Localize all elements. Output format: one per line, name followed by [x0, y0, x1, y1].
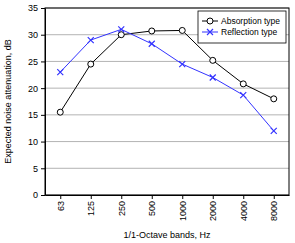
- series-marker: [179, 27, 185, 33]
- y-axis-line: [45, 9, 46, 196]
- x-tick: 125: [86, 195, 96, 216]
- y-axis: 0 5 10 15 20 25 30 35: [28, 3, 46, 200]
- x-tick-label: 1000: [178, 201, 188, 221]
- x-axis-line: [46, 195, 290, 196]
- legend-label: Reflection type: [221, 27, 277, 37]
- series-marker: [240, 92, 246, 98]
- y-tick-mark: [41, 168, 45, 169]
- y-tick: 25: [28, 57, 45, 67]
- x-tick-label: 2000: [208, 201, 218, 221]
- x-axis-title: 1/1-Octave bands, Hz: [123, 230, 211, 240]
- y-tick-label: 35: [28, 3, 38, 13]
- legend-marker: [207, 29, 213, 35]
- y-tick: 30: [28, 30, 45, 40]
- y-tick-mark: [41, 88, 45, 89]
- y-tick: 10: [28, 137, 45, 147]
- x-tick-label: 4000: [239, 201, 249, 221]
- x-tick-mark: [152, 195, 153, 199]
- x-tick-mark: [213, 195, 214, 199]
- chart: 0 5 10 15 20 25 30 35 63 125 250 500 1000 2000 4000 800…: [0, 0, 295, 243]
- series-marker: [118, 32, 124, 38]
- y-tick-label: 25: [28, 57, 38, 67]
- x-tick-label: 125: [86, 201, 96, 216]
- series-marker: [179, 61, 185, 67]
- grid-line: [45, 168, 289, 169]
- x-tick-label: 63: [56, 201, 66, 211]
- series-line: [60, 29, 274, 131]
- x-tick: 8000: [269, 195, 279, 221]
- y-tick: 5: [33, 164, 45, 174]
- y-tick: 20: [28, 84, 45, 94]
- series-marker: [271, 128, 277, 134]
- y-tick-label: 30: [28, 30, 38, 40]
- legend: Absorption typeReflection type: [198, 11, 286, 43]
- x-tick: 2000: [208, 195, 218, 221]
- y-tick-mark: [41, 61, 45, 62]
- grid-line: [45, 141, 289, 142]
- x-tick: 1000: [178, 195, 188, 221]
- x-tick-mark: [60, 195, 61, 199]
- y-tick-label: 5: [33, 164, 38, 174]
- series-marker: [57, 69, 63, 75]
- x-tick-mark: [243, 195, 244, 199]
- plot-frame: [45, 8, 289, 195]
- grid-line: [45, 114, 289, 115]
- y-tick: 0: [33, 190, 45, 200]
- y-tick-mark: [41, 35, 45, 36]
- x-tick: 63: [56, 195, 66, 211]
- series-marker: [88, 37, 94, 43]
- y-tick-label: 10: [28, 137, 38, 147]
- series-marker: [149, 28, 155, 34]
- x-tick: 4000: [239, 195, 249, 221]
- legend-box: [198, 11, 286, 43]
- series-marker: [88, 61, 94, 67]
- y-tick-label: 15: [28, 110, 38, 120]
- series-marker: [271, 96, 277, 102]
- x-tick-mark: [274, 195, 275, 199]
- x-tick-label: 500: [147, 201, 157, 216]
- series-marker: [149, 41, 155, 47]
- y-tick-mark: [41, 195, 45, 196]
- y-tick-mark: [41, 8, 45, 9]
- x-axis: 63 125 250 500 1000 2000 4000 8000: [46, 195, 290, 221]
- y-tick-label: 20: [28, 84, 38, 94]
- series-marker: [210, 74, 216, 80]
- series-marker: [57, 109, 63, 115]
- grid-line: [45, 61, 289, 62]
- series-marker: [240, 81, 246, 87]
- y-tick: 35: [28, 3, 45, 13]
- x-tick-mark: [91, 195, 92, 199]
- x-tick-label: 8000: [269, 201, 279, 221]
- y-tick-mark: [41, 115, 45, 116]
- y-tick-label: 0: [33, 190, 38, 200]
- legend-marker: [207, 18, 213, 24]
- y-tick: 15: [28, 110, 45, 120]
- x-tick: 250: [117, 195, 127, 216]
- series-marker: [118, 26, 124, 32]
- x-tick-mark: [121, 195, 122, 199]
- x-tick-mark: [182, 195, 183, 199]
- legend-label: Absorption type: [221, 16, 280, 26]
- plot: 0 5 10 15 20 25 30 35 63 125 250 500 1000 2000 4000 800…: [28, 3, 290, 221]
- series-marker: [210, 57, 216, 63]
- x-tick-label: 250: [117, 201, 127, 216]
- grid: [45, 8, 289, 195]
- y-axis-title: Expected noise attenuation, dB: [3, 39, 13, 164]
- x-tick: 500: [147, 195, 157, 216]
- y-tick-mark: [41, 142, 45, 143]
